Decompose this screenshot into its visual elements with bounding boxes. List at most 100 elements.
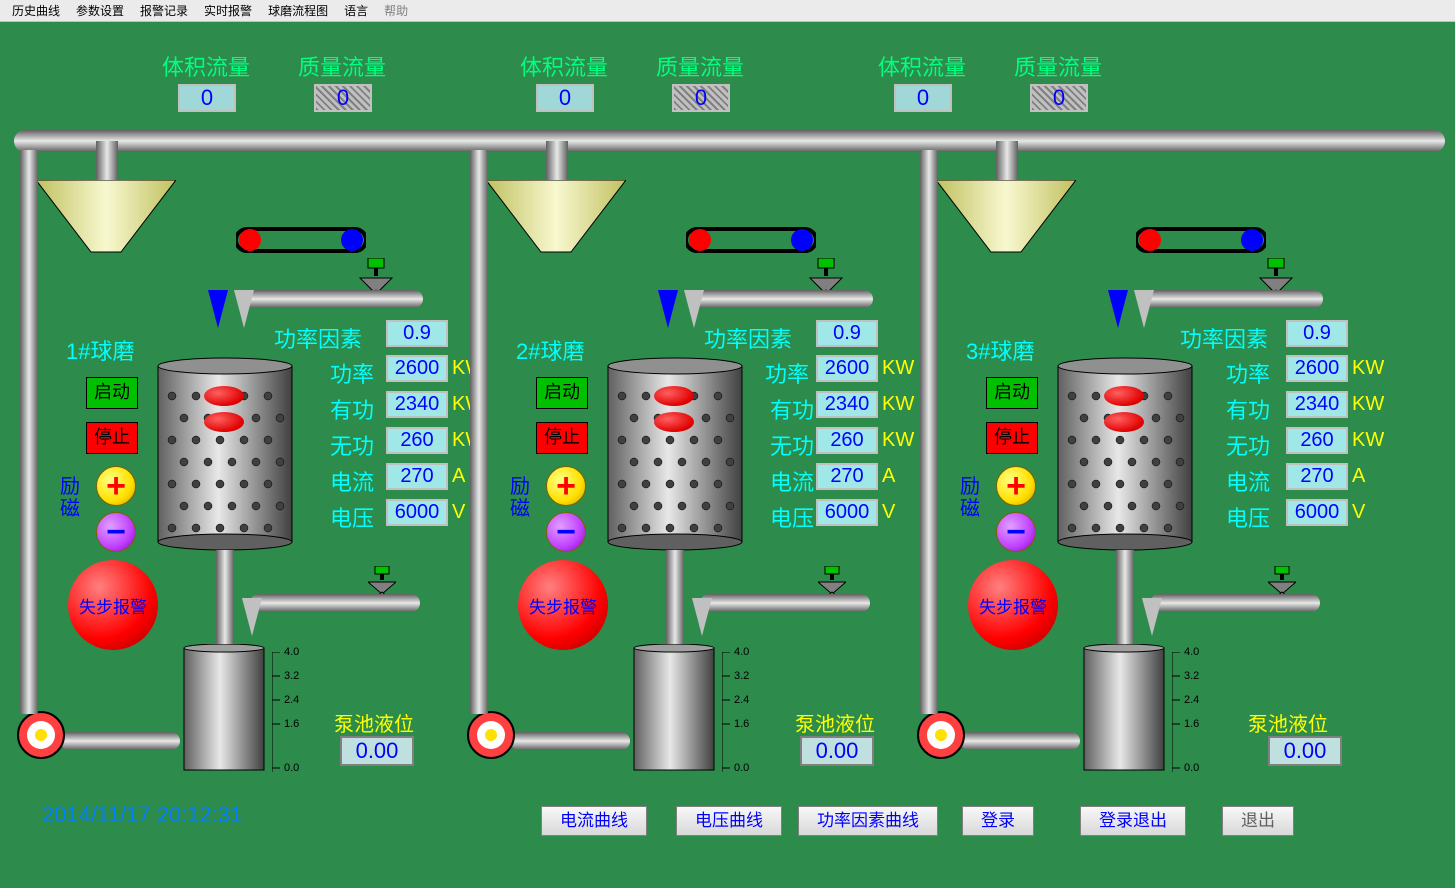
mill-indicator-bot-1	[204, 412, 244, 432]
menu-history[interactable]: 历史曲线	[4, 0, 68, 21]
inlet-pipe-3	[1143, 290, 1323, 308]
reactive-value-3: 260	[1286, 427, 1348, 454]
scale-2-1: 2.4	[284, 694, 299, 706]
return-pipe-2	[470, 150, 488, 714]
scale-0-3: 0.0	[1184, 762, 1199, 774]
voltage-curve-button[interactable]: 电压曲线	[676, 806, 782, 836]
active-value-2: 2340	[816, 391, 878, 418]
power-value-3: 2600	[1286, 355, 1348, 382]
outlet-pipe-2	[700, 594, 870, 612]
menu-flowchart[interactable]: 球磨流程图	[260, 0, 336, 21]
alarm-button-2[interactable]: 失步报警	[518, 560, 608, 650]
excitation-plus-1[interactable]: +	[96, 466, 136, 506]
scale-3-1: 3.2	[284, 670, 299, 682]
vol-flow-label-2: 体积流量	[520, 50, 608, 82]
current-value-2: 270	[816, 463, 878, 490]
excitation-plus-2[interactable]: +	[546, 466, 586, 506]
voltage-label-3: 电压	[1226, 501, 1270, 533]
mass-flow-label-1: 质量流量	[298, 50, 386, 82]
arrow-out-2	[692, 598, 712, 636]
stop-button-1[interactable]: 停止	[86, 422, 138, 454]
reactive-unit-2: KW	[882, 429, 914, 452]
menu-params[interactable]: 参数设置	[68, 0, 132, 21]
power-label-3: 功率	[1226, 357, 1270, 389]
arrow-blue-2	[658, 290, 678, 328]
scale-3-3: 3.2	[1184, 670, 1199, 682]
excitation-label-1: 励磁	[60, 476, 80, 520]
power-value-1: 2600	[386, 355, 448, 382]
reactive-label-2: 无功	[770, 429, 814, 461]
arrow-out-1	[242, 598, 262, 636]
power-label-1: 功率	[330, 357, 374, 389]
current-curve-button[interactable]: 电流曲线	[541, 806, 647, 836]
start-button-2[interactable]: 启动	[536, 377, 588, 409]
excitation-minus-2[interactable]: −	[546, 512, 586, 552]
scale-4-2: 4.0	[734, 646, 749, 658]
exit-button[interactable]: 退出	[1222, 806, 1294, 836]
scale-2-3: 2.4	[1184, 694, 1199, 706]
scale-4-1: 4.0	[284, 646, 299, 658]
unit-title-2: 2#球磨	[516, 334, 584, 366]
unit-title-3: 3#球磨	[966, 334, 1034, 366]
logout-button[interactable]: 登录退出	[1080, 806, 1186, 836]
login-button[interactable]: 登录	[962, 806, 1034, 836]
mass-flow-value-1: 0	[314, 84, 372, 112]
menu-alarm-log[interactable]: 报警记录	[132, 0, 196, 21]
current-label-1: 电流	[330, 465, 374, 497]
unit-title-1: 1#球磨	[66, 334, 134, 366]
mill-indicator-top-3	[1104, 386, 1144, 406]
menu-help[interactable]: 帮助	[376, 0, 416, 21]
alarm-button-1[interactable]: 失步报警	[68, 560, 158, 650]
scale-3-2: 3.2	[734, 670, 749, 682]
arrow-blue-3	[1108, 290, 1128, 328]
vol-flow-value-2: 0	[536, 84, 594, 112]
pf-value-1: 0.9	[386, 320, 448, 347]
start-button-1[interactable]: 启动	[86, 377, 138, 409]
scale-1-1: 1.6	[284, 718, 299, 730]
level-value-1: 0.00	[340, 736, 414, 766]
sump-tank-1	[180, 644, 268, 774]
current-unit-1: A	[452, 465, 465, 488]
pump-1	[16, 710, 66, 760]
mill-out-pipe-3	[1116, 550, 1134, 648]
power-value-2: 2600	[816, 355, 878, 382]
reactive-value-1: 260	[386, 427, 448, 454]
active-value-3: 2340	[1286, 391, 1348, 418]
pump-pipe-3	[960, 732, 1080, 750]
pf-value-2: 0.9	[816, 320, 878, 347]
outlet-pipe-1	[250, 594, 420, 612]
excitation-minus-3[interactable]: −	[996, 512, 1036, 552]
active-unit-2: KW	[882, 393, 914, 416]
vol-flow-label-1: 体积流量	[162, 50, 250, 82]
pf-curve-button[interactable]: 功率因素曲线	[798, 806, 938, 836]
excitation-plus-3[interactable]: +	[996, 466, 1036, 506]
active-value-1: 2340	[386, 391, 448, 418]
active-label-1: 有功	[330, 393, 374, 425]
power-label-2: 功率	[765, 357, 809, 389]
mass-flow-value-3: 0	[1030, 84, 1088, 112]
voltage-value-2: 6000	[816, 499, 878, 526]
menu-language[interactable]: 语言	[336, 0, 376, 21]
return-pipe-3	[920, 150, 938, 714]
start-button-3[interactable]: 启动	[986, 377, 1038, 409]
level-label-3: 泵池液位	[1248, 708, 1328, 737]
pump-pipe-1	[60, 732, 180, 750]
scale-1-3: 1.6	[1184, 718, 1199, 730]
active-unit-3: KW	[1352, 393, 1384, 416]
inlet-pipe-2	[693, 290, 873, 308]
menubar: 历史曲线 参数设置 报警记录 实时报警 球磨流程图 语言 帮助	[0, 0, 1455, 22]
scale-0-1: 0.0	[284, 762, 299, 774]
scale-2-2: 2.4	[734, 694, 749, 706]
stop-button-3[interactable]: 停止	[986, 422, 1038, 454]
stop-button-2[interactable]: 停止	[536, 422, 588, 454]
alarm-button-3[interactable]: 失步报警	[968, 560, 1058, 650]
active-label-2: 有功	[770, 393, 814, 425]
level-value-3: 0.00	[1268, 736, 1342, 766]
main-pipe	[14, 130, 1445, 152]
menu-realtime-alarm[interactable]: 实时报警	[196, 0, 260, 21]
arrow-gray-3	[1134, 290, 1154, 328]
arrow-gray-1	[234, 290, 254, 328]
hopper-2	[486, 180, 626, 260]
voltage-unit-3: V	[1352, 501, 1365, 524]
excitation-minus-1[interactable]: −	[96, 512, 136, 552]
